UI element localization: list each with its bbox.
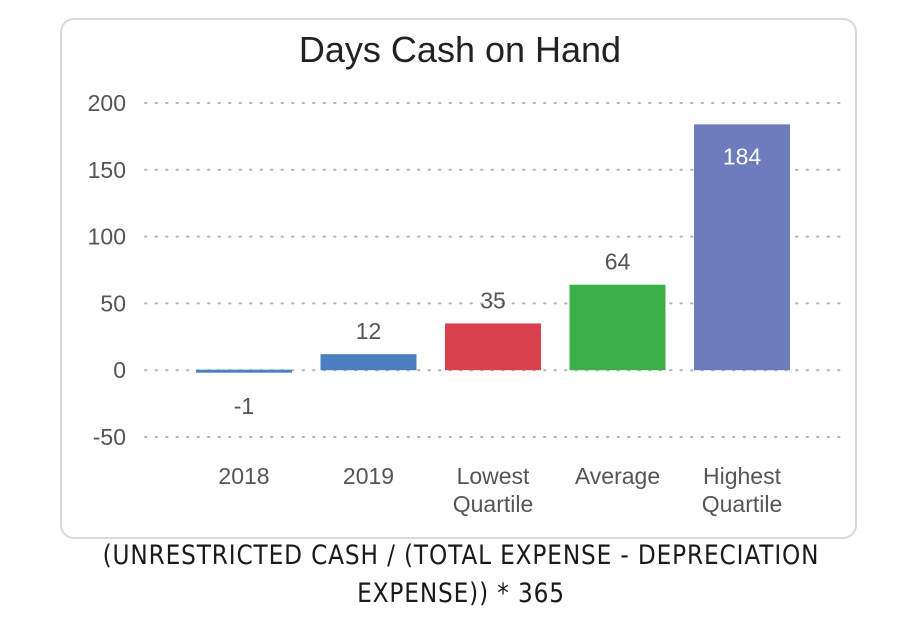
- x-tick-label-0: 2018: [218, 463, 269, 489]
- bar-2: [445, 323, 541, 371]
- gridlines: [144, 102, 843, 438]
- data-label-3: 64: [605, 249, 631, 275]
- formula-line-1: (UNRESTRICTED CASH / (TOTAL EXPENSE - DE…: [102, 540, 820, 571]
- y-tick-label: 200: [88, 90, 126, 116]
- x-tick-label-2: Quartile: [453, 491, 534, 517]
- data-label-1: 12: [356, 318, 382, 344]
- y-tick-label: -50: [93, 424, 126, 450]
- x-tick-label-4: Highest: [703, 463, 782, 489]
- formula-line-2: EXPENSE)) * 365: [357, 578, 565, 609]
- x-tick-label-3: Average: [575, 463, 660, 489]
- chart-title: Days Cash on Hand: [299, 29, 621, 70]
- bars: [196, 124, 790, 373]
- x-tick-label-2: Lowest: [457, 463, 530, 489]
- data-label-4: 184: [723, 143, 762, 169]
- y-tick-label: 100: [88, 224, 126, 250]
- data-label-0: -1: [234, 393, 254, 419]
- y-tick-label: 150: [88, 157, 126, 183]
- bar-0: [196, 369, 292, 373]
- data-labels: -1 12 35 64 184: [234, 143, 762, 419]
- y-tick-label: 0: [113, 357, 126, 383]
- y-tick-label: 50: [100, 290, 126, 316]
- bar-1: [320, 354, 417, 371]
- bar-4: [694, 124, 790, 371]
- x-tick-label-1: 2019: [343, 463, 394, 489]
- y-axis-ticks: 200 150 100 50 0 -50: [88, 90, 126, 450]
- bar-3: [569, 284, 666, 371]
- data-label-2: 35: [480, 287, 506, 313]
- x-tick-label-4: Quartile: [702, 491, 783, 517]
